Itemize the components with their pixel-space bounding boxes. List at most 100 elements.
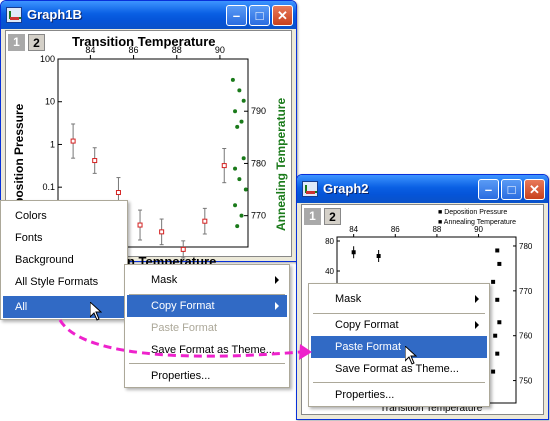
y-tick-label: 80 bbox=[325, 237, 334, 246]
y2-tick-label: 750 bbox=[519, 377, 533, 386]
data-point-pressure bbox=[202, 218, 208, 224]
page-tab-1[interactable]: 1 bbox=[304, 208, 321, 225]
data-point-pressure bbox=[180, 246, 186, 252]
page-tab-1[interactable]: 1 bbox=[8, 34, 25, 51]
graph1b-titlebar[interactable]: Graph1B – □ ✕ bbox=[1, 1, 296, 29]
y2-tick-label: 770 bbox=[251, 211, 266, 221]
y2-tick-label: 770 bbox=[519, 287, 533, 296]
submenu-arrow-icon bbox=[275, 276, 279, 284]
minimize-icon[interactable]: – bbox=[226, 5, 247, 26]
menu-separator bbox=[129, 363, 285, 364]
context-menu-graph2: Mask Copy Format Paste Format Save Forma… bbox=[308, 283, 490, 407]
data-point-annealing bbox=[497, 320, 502, 325]
page-tab-2[interactable]: 2 bbox=[28, 34, 45, 51]
menu-item-save-format-as-theme[interactable]: Save Format as Theme... bbox=[335, 363, 459, 375]
data-point-pressure bbox=[70, 138, 76, 144]
graph-app-icon[interactable] bbox=[302, 181, 318, 197]
data-point-annealing bbox=[230, 77, 235, 82]
data-point-annealing bbox=[241, 98, 246, 103]
submenu-arrow-icon bbox=[475, 321, 479, 329]
close-icon[interactable]: ✕ bbox=[524, 179, 545, 200]
submenu-arrow-icon bbox=[275, 302, 279, 310]
y-tick-label: 100 bbox=[40, 54, 55, 64]
data-point-annealing bbox=[241, 156, 246, 161]
submenu-item-all[interactable]: All bbox=[3, 296, 125, 318]
data-point-annealing bbox=[495, 297, 500, 302]
data-point-annealing bbox=[491, 369, 496, 374]
data-point-annealing bbox=[233, 109, 238, 114]
menu-item-properties[interactable]: Properties... bbox=[335, 389, 395, 401]
menu-item-mask-label: Mask bbox=[151, 274, 178, 286]
submenu-item-fonts[interactable]: Fonts bbox=[15, 232, 43, 244]
context-menu-graph1b: Mask Copy Format Paste Format Save Forma… bbox=[124, 264, 290, 388]
graph2-titlebar[interactable]: Graph2 – □ ✕ bbox=[297, 175, 548, 203]
data-point-annealing bbox=[491, 279, 496, 284]
graph1b-window: Graph1B – □ ✕ 1 2 Transition Temperature… bbox=[0, 0, 297, 262]
data-point-annealing bbox=[497, 261, 502, 266]
maximize-icon[interactable]: □ bbox=[501, 179, 522, 200]
data-point-annealing bbox=[495, 351, 500, 356]
y-tick-label: 1 bbox=[50, 139, 55, 149]
bottom-axis-label: Transition Temperature bbox=[380, 403, 483, 414]
legend-label: Deposition Pressure bbox=[444, 209, 508, 216]
data-point-annealing bbox=[243, 187, 248, 192]
close-icon[interactable]: ✕ bbox=[272, 5, 293, 26]
y2-tick-label: 780 bbox=[519, 242, 533, 251]
submenu-item-colors[interactable]: Colors bbox=[15, 210, 47, 222]
data-point-annealing bbox=[233, 203, 238, 208]
plot-frame bbox=[57, 58, 249, 248]
data-point-annealing bbox=[237, 177, 242, 182]
y-tick-label: 0.1 bbox=[42, 182, 55, 192]
x-tick-label: 90 bbox=[215, 45, 225, 55]
legend-label: Annealing Temperature bbox=[443, 219, 517, 226]
plot-title: Transition Temperature bbox=[72, 34, 216, 49]
data-point-annealing bbox=[235, 124, 240, 129]
menu-separator bbox=[129, 294, 285, 295]
y2-tick-label: 760 bbox=[519, 332, 533, 341]
menu-item-properties[interactable]: Properties... bbox=[151, 370, 211, 382]
y-tick-label: 40 bbox=[325, 267, 334, 276]
data-point-annealing bbox=[495, 248, 500, 253]
data-point-annealing bbox=[233, 166, 238, 171]
menu-item-mask[interactable]: Mask bbox=[311, 288, 487, 310]
data-point-pressure bbox=[92, 158, 98, 164]
maximize-icon[interactable]: □ bbox=[249, 5, 270, 26]
data-point-pressure bbox=[115, 190, 121, 196]
x-tick-label: 84 bbox=[85, 45, 95, 55]
x-tick-label: 86 bbox=[129, 45, 139, 55]
x-tick-label: 86 bbox=[391, 225, 400, 234]
x-tick-label: 88 bbox=[172, 45, 182, 55]
data-point-pressure bbox=[159, 229, 165, 235]
window-title: Graph1B bbox=[27, 7, 82, 22]
legend: ■ Deposition Pressure ■ Annealing Temper… bbox=[438, 208, 516, 228]
graph-app-icon[interactable] bbox=[6, 7, 22, 23]
submenu-item-all-style-formats[interactable]: All Style Formats bbox=[15, 276, 99, 288]
menu-item-copy-format[interactable]: Copy Format bbox=[127, 295, 287, 317]
submenu-arrow-icon bbox=[475, 295, 479, 303]
data-point-pressure bbox=[376, 254, 381, 258]
menu-item-copy-format[interactable]: Copy Format bbox=[311, 314, 487, 336]
data-point-annealing bbox=[235, 224, 240, 229]
menu-item-paste-format[interactable]: Paste Format bbox=[311, 336, 487, 358]
legend-entry: ■ Deposition Pressure bbox=[438, 209, 508, 216]
x-tick-label: 88 bbox=[432, 225, 441, 234]
menu-item-copy-format-label: Copy Format bbox=[335, 319, 399, 331]
legend-entry: ■ Annealing Temperature bbox=[438, 219, 517, 226]
menu-item-paste-format[interactable]: Paste Format bbox=[151, 322, 218, 334]
y2-tick-label: 790 bbox=[251, 106, 266, 116]
submenu-item-background[interactable]: Background bbox=[15, 254, 74, 266]
data-point-pressure bbox=[137, 222, 143, 228]
x-tick-label: 90 bbox=[474, 225, 483, 234]
y2-tick-label: 780 bbox=[251, 158, 266, 168]
menu-separator bbox=[313, 313, 485, 314]
menu-item-save-format-as-theme[interactable]: Save Format as Theme... bbox=[151, 344, 275, 356]
page-tab-2[interactable]: 2 bbox=[324, 208, 341, 225]
mouse-pointer-icon bbox=[405, 346, 417, 365]
data-point-annealing bbox=[237, 88, 242, 93]
menu-separator bbox=[313, 382, 485, 383]
menu-item-mask-label: Mask bbox=[335, 293, 362, 305]
minimize-icon[interactable]: – bbox=[478, 179, 499, 200]
menu-item-copy-format-label: Copy Format bbox=[151, 300, 215, 312]
y-tick-label: 10 bbox=[45, 97, 55, 107]
menu-item-mask[interactable]: Mask bbox=[127, 269, 287, 291]
